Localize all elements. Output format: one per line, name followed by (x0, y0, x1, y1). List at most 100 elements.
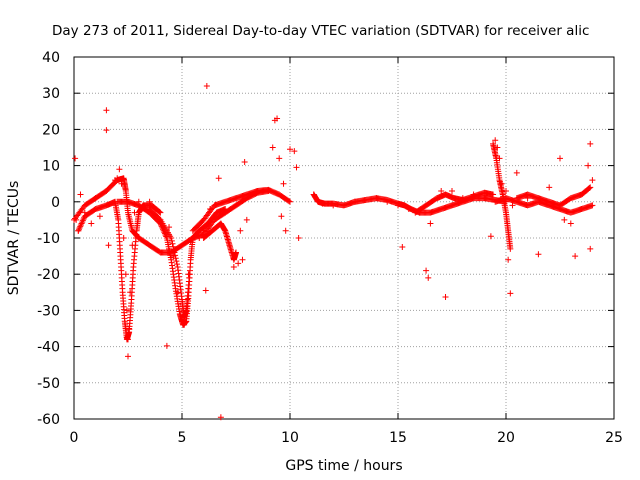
data-point (535, 251, 542, 258)
x-tick-label: 25 (605, 430, 623, 446)
data-point (135, 198, 142, 205)
data-point (269, 144, 276, 151)
data-point (77, 223, 84, 230)
data-point (405, 206, 412, 213)
data-point (481, 195, 488, 202)
data-point (200, 227, 207, 234)
x-tick-label: 10 (281, 430, 299, 446)
data-point (578, 206, 585, 213)
y-tick-label: 0 (51, 195, 60, 211)
y-tick-label: -60 (37, 412, 60, 428)
x-axis: 0 5 10 15 20 25 (70, 57, 623, 446)
data-point (395, 202, 401, 209)
data-point (470, 191, 477, 198)
data-point (438, 187, 445, 194)
data-point (287, 146, 293, 153)
data-point (157, 216, 164, 223)
data-point (291, 148, 298, 155)
data-point (75, 226, 82, 233)
x-tick-label: 0 (70, 430, 79, 446)
data-point (77, 221, 84, 228)
data-point (449, 187, 455, 194)
data-point (509, 202, 516, 209)
data-point (196, 235, 203, 241)
data-point (524, 195, 531, 202)
y-tick-label: 20 (42, 122, 60, 138)
data-point (179, 318, 185, 325)
data-point (170, 253, 177, 260)
data-point (170, 243, 177, 250)
data-point (330, 202, 337, 209)
data-point (589, 202, 596, 209)
data-point (567, 220, 574, 227)
data-point (203, 82, 210, 89)
data-point (173, 258, 180, 265)
data-point (285, 198, 292, 205)
data-point (168, 237, 175, 244)
data-point (217, 414, 224, 421)
x-tick-label: 5 (178, 430, 187, 446)
data-point (507, 290, 514, 297)
data-point (235, 260, 242, 267)
data-point (243, 216, 250, 223)
data-point (561, 216, 568, 223)
data-point (587, 140, 594, 147)
y-tick-label: -10 (37, 231, 60, 247)
data-point (92, 195, 99, 202)
data-point (265, 187, 272, 194)
data-point (494, 144, 501, 151)
data-point (215, 175, 222, 182)
data-point (75, 227, 82, 234)
data-point (202, 287, 209, 294)
data-point (157, 209, 164, 216)
data-point (222, 209, 229, 216)
data-point (166, 224, 173, 231)
data-point (587, 245, 594, 252)
data-point (126, 325, 133, 332)
data-point (230, 263, 237, 270)
data-point (226, 242, 233, 249)
data-point (237, 227, 244, 234)
data-point (442, 294, 449, 301)
data-series (71, 82, 596, 421)
data-point (127, 289, 134, 296)
data-point (116, 166, 123, 173)
data-point (423, 267, 430, 274)
data-point (123, 307, 130, 314)
y-tick-label: 30 (42, 86, 60, 102)
data-point (505, 256, 512, 263)
data-point (81, 209, 88, 216)
data-point (189, 235, 196, 241)
data-point (278, 213, 285, 220)
data-point (88, 220, 95, 227)
data-point (513, 169, 520, 176)
y-axis-label: SDTVAR / TECUs (6, 181, 22, 296)
y-tick-label: -30 (37, 303, 60, 319)
data-point (585, 162, 592, 169)
data-point (146, 198, 153, 205)
data-point (241, 158, 248, 165)
data-point (496, 155, 503, 162)
data-point (282, 227, 289, 234)
data-point (557, 155, 563, 162)
data-point (79, 217, 86, 224)
data-point (287, 198, 293, 205)
data-point (587, 184, 594, 191)
data-point (163, 342, 170, 349)
data-point (174, 289, 181, 296)
data-point (76, 224, 83, 231)
y-tick-label: 10 (42, 159, 60, 175)
grid-lines (74, 57, 614, 419)
data-point (490, 191, 497, 198)
data-point (168, 235, 175, 241)
data-point (416, 209, 423, 216)
data-point (131, 209, 138, 216)
chart-title: Day 273 of 2011, Sidereal Day-to-day VTE… (52, 23, 589, 39)
data-point (120, 235, 127, 241)
data-point (351, 198, 358, 205)
data-point (169, 240, 176, 247)
data-point (122, 271, 129, 278)
data-point (103, 107, 110, 114)
data-point (77, 191, 84, 198)
